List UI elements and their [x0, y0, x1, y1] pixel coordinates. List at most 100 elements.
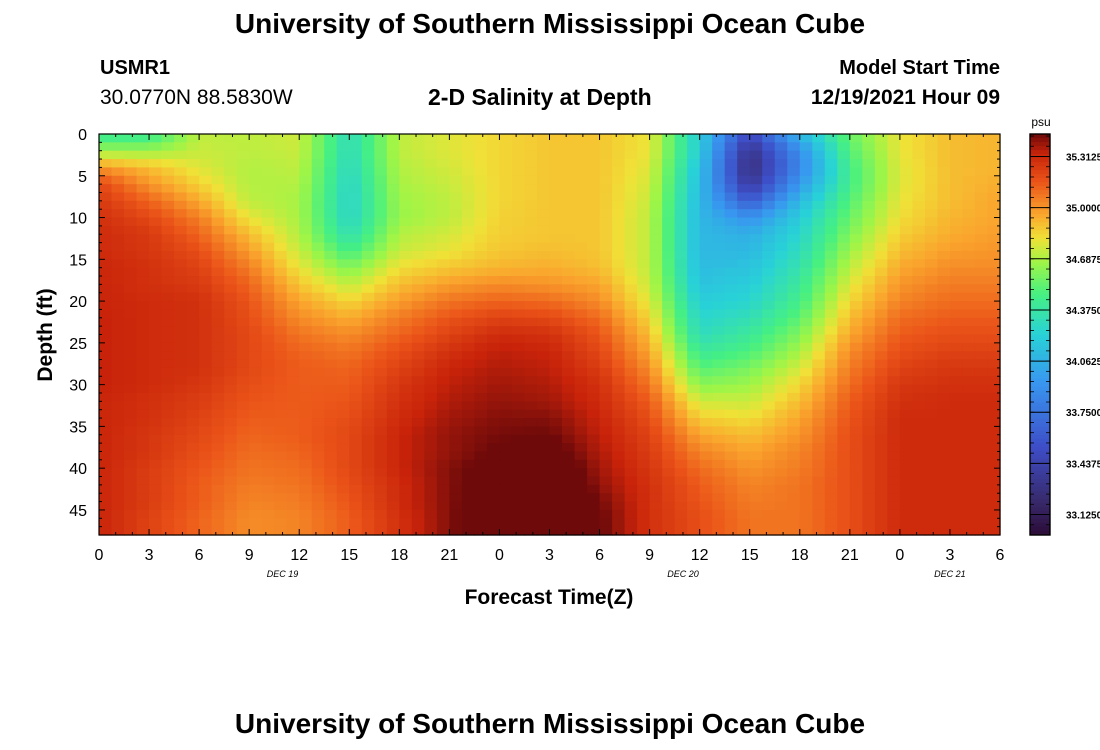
heatmap-cell: [699, 200, 713, 210]
heatmap-cell: [912, 267, 926, 277]
heatmap-cell: [924, 259, 939, 269]
heatmap-cell: [749, 468, 763, 478]
heatmap-cell: [862, 526, 876, 536]
heatmap-cell: [336, 384, 350, 394]
heatmap-cell: [161, 518, 175, 528]
heatmap-cell: [399, 292, 413, 302]
heatmap-cell: [574, 250, 588, 260]
heatmap-cell: [211, 418, 225, 427]
heatmap-cell: [236, 292, 250, 302]
heatmap-cell: [299, 426, 313, 436]
heatmap-cell: [261, 200, 275, 210]
heatmap-cell: [874, 367, 888, 377]
heatmap-cell: [249, 167, 263, 177]
heatmap-cell: [849, 209, 863, 219]
heatmap-cell: [474, 242, 488, 252]
heatmap-cell: [374, 376, 388, 386]
heatmap-cell: [149, 434, 163, 444]
heatmap-cell: [987, 468, 1001, 478]
heatmap-cell: [612, 326, 626, 336]
heatmap-cell: [324, 250, 338, 260]
colorbar-segment: [1030, 434, 1050, 440]
heatmap-cell: [562, 150, 576, 160]
heatmap-cell: [724, 401, 738, 411]
heatmap-cell: [499, 209, 513, 219]
heatmap-cell: [699, 209, 713, 219]
heatmap-cell: [499, 276, 513, 285]
heatmap-cell: [174, 401, 188, 411]
heatmap-cell: [124, 342, 138, 352]
heatmap-cell: [849, 317, 863, 327]
heatmap-cell: [361, 250, 375, 260]
heatmap-cell: [424, 384, 438, 394]
heatmap-cell: [812, 276, 826, 285]
heatmap-cell: [461, 142, 476, 152]
heatmap-cell: [949, 292, 964, 302]
heatmap-cell: [174, 150, 188, 160]
heatmap-cell: [449, 351, 463, 361]
heatmap-cell: [486, 250, 501, 260]
heatmap-cell: [174, 242, 188, 252]
heatmap-cell: [787, 309, 801, 319]
heatmap-cell: [461, 326, 476, 336]
heatmap-cell: [174, 134, 188, 143]
heatmap-cell: [149, 200, 163, 210]
heatmap-cell: [449, 209, 463, 219]
heatmap-cell: [411, 493, 425, 503]
heatmap-cell: [849, 192, 863, 202]
heatmap-cell: [674, 518, 688, 528]
heatmap-cell: [211, 367, 225, 377]
heatmap-cell: [161, 426, 175, 436]
heatmap-cell: [261, 426, 275, 436]
heatmap-cell: [624, 192, 638, 202]
heatmap-cell: [111, 326, 125, 336]
heatmap-cell: [486, 159, 501, 169]
heatmap-cell: [612, 209, 626, 219]
heatmap-cell: [299, 242, 313, 252]
colorbar-tick-label: 33.1250: [1066, 511, 1100, 522]
heatmap-cell: [549, 409, 563, 419]
heatmap-cell: [699, 184, 713, 194]
heatmap-cell: [274, 309, 288, 319]
heatmap-cell: [174, 351, 188, 361]
heatmap-cell: [399, 200, 413, 210]
heatmap-cell: [887, 259, 901, 269]
heatmap-cell: [849, 418, 863, 427]
heatmap-cell: [774, 334, 788, 344]
heatmap-cell: [762, 334, 776, 344]
colorbar-segment: [1030, 522, 1050, 528]
heatmap-cell: [311, 259, 325, 269]
heatmap-cell: [812, 493, 826, 503]
heatmap-cell: [874, 292, 888, 302]
heatmap-cell: [399, 134, 413, 143]
heatmap-cell: [812, 250, 826, 260]
heatmap-cell: [149, 351, 163, 361]
heatmap-cell: [824, 451, 838, 461]
heatmap-cell: [336, 326, 350, 336]
heatmap-cell: [887, 351, 901, 361]
heatmap-cell: [887, 384, 901, 394]
heatmap-cell: [299, 175, 313, 185]
heatmap-cell: [149, 493, 163, 503]
heatmap-cell: [99, 292, 113, 302]
heatmap-cell: [762, 192, 776, 202]
heatmap-cell: [712, 359, 726, 369]
heatmap-cell: [136, 518, 150, 528]
heatmap-cell: [486, 134, 501, 143]
heatmap-cell: [962, 418, 976, 427]
colorbar-segment: [1030, 394, 1050, 400]
heatmap-cell: [637, 225, 651, 235]
heatmap-cell: [912, 250, 926, 260]
heatmap-cell: [962, 484, 976, 494]
heatmap-cell: [211, 175, 225, 185]
heatmap-cell: [862, 192, 876, 202]
heatmap-cell: [474, 326, 488, 336]
heatmap-cell: [149, 317, 163, 327]
heatmap-cell: [937, 359, 951, 369]
heatmap-cell: [249, 434, 263, 444]
heatmap-cell: [524, 250, 538, 260]
heatmap-cell: [799, 200, 813, 210]
heatmap-cell: [324, 309, 338, 319]
heatmap-cell: [474, 150, 488, 160]
heatmap-cell: [887, 200, 901, 210]
